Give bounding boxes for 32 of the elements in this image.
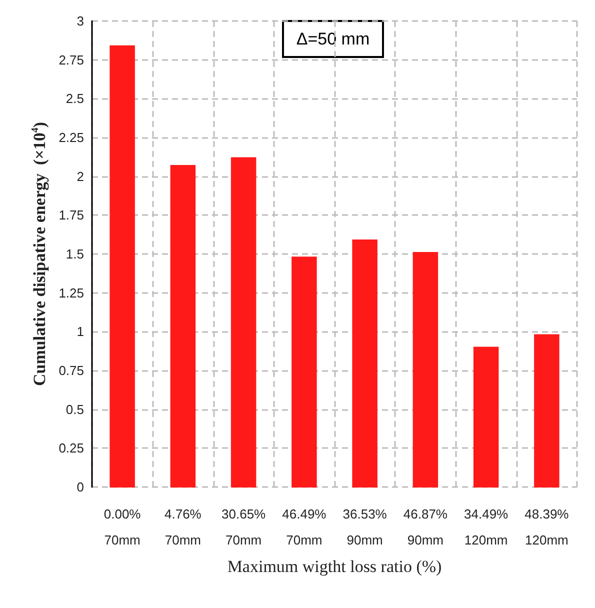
bar: [110, 45, 135, 488]
bar: [230, 157, 256, 488]
x-tick-label: 30.65% 70mm: [222, 506, 266, 548]
x-tick-label: 4.76% 70mm: [164, 506, 202, 548]
x-tick-label: 46.49% 70mm: [282, 506, 327, 548]
y-tick-label: 0.5: [66, 402, 84, 417]
y-tick-label: 2.75: [58, 52, 84, 68]
x-tick-label: 48.39% 120mm: [524, 506, 570, 548]
x-tick-label: 36.53% 90mm: [342, 506, 388, 548]
y-tick-label: 1.25: [58, 285, 84, 300]
bar: [473, 346, 499, 488]
bar: [534, 334, 560, 488]
y-tick-label: 1: [76, 324, 84, 340]
bar: [170, 164, 196, 488]
x-tick-label: 0.00% 70mm: [104, 506, 142, 548]
y-axis-title: Cumulative disipative energy (×104): [30, 122, 49, 386]
y-tick-label: 3: [76, 14, 84, 28]
y-tick-label: 2: [76, 168, 84, 184]
x-axis-title: Maximum wigtht loss ratio (%): [227, 556, 442, 576]
y-tick-label: 0: [76, 480, 84, 494]
y-tick-label: 2.5: [66, 91, 84, 106]
y-tick-label: 0.25: [58, 440, 84, 456]
bar: [352, 240, 378, 488]
y-tick-label: 1.5: [66, 246, 84, 262]
y-tick-label: 2.25: [58, 130, 84, 145]
annotation: Δ=50 mm: [296, 30, 370, 48]
x-tick-label: 34.49% 120mm: [464, 506, 509, 548]
y-tick-label: 0.75: [58, 363, 84, 378]
bar: [412, 252, 438, 488]
bar: [292, 256, 317, 488]
y-tick-label: 1.75: [58, 208, 84, 223]
x-tick-label: 46.87% 90mm: [403, 506, 448, 548]
